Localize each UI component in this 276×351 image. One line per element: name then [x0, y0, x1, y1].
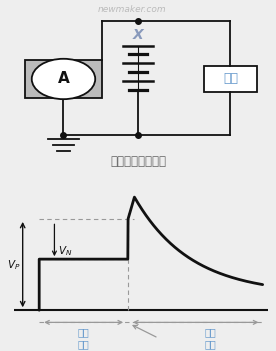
Text: $V_N$: $V_N$ — [58, 244, 73, 258]
Text: 负载: 负载 — [223, 72, 238, 86]
Circle shape — [32, 59, 95, 99]
Bar — [25, 60, 102, 98]
Text: 电池
断开: 电池 断开 — [205, 327, 216, 349]
Text: 发电机的输出电压: 发电机的输出电压 — [110, 155, 166, 168]
Text: $V_P$: $V_P$ — [7, 258, 20, 272]
Text: A: A — [58, 72, 69, 86]
Text: X: X — [133, 28, 143, 42]
Bar — [204, 66, 257, 92]
Text: 电池
连接: 电池 连接 — [78, 327, 89, 349]
Text: newmaker.com: newmaker.com — [98, 5, 167, 14]
